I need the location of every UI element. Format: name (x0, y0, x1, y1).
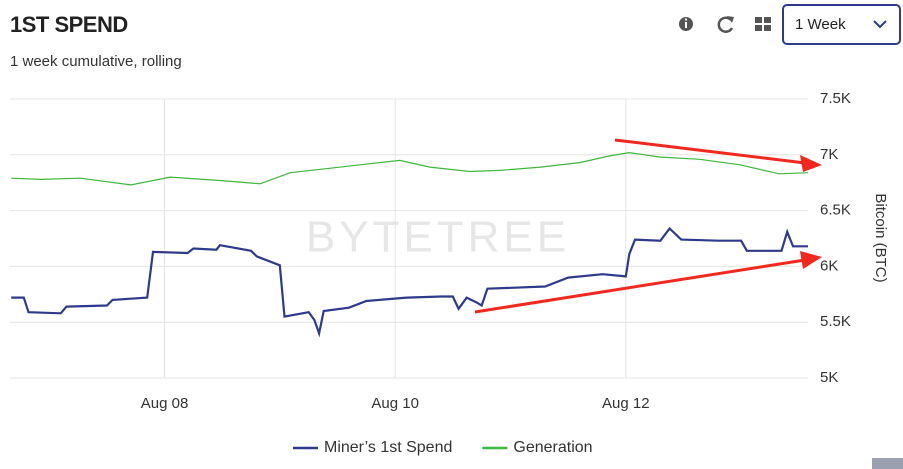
grid-icon[interactable] (755, 17, 771, 31)
y-axis-label: Bitcoin (BTC) (872, 193, 889, 282)
series-line (11, 226, 808, 338)
x-tick-label: Aug 12 (602, 395, 650, 412)
range-value: 1 Week (795, 16, 846, 33)
range-dropdown[interactable] (782, 4, 901, 45)
y-tick-label: 5K (820, 369, 838, 386)
refresh-icon[interactable] (717, 16, 734, 33)
dropdown-caret (873, 20, 887, 29)
chart-title: 1ST SPEND (10, 12, 128, 37)
x-tick-label: Aug 10 (371, 395, 419, 412)
info-icon[interactable] (679, 17, 693, 31)
series-line (11, 151, 809, 186)
annotation-arrows (474, 138, 822, 314)
watermark: BYTETREE (306, 213, 570, 262)
legend-label: Generation (513, 439, 592, 456)
y-tick-label: 7K (820, 146, 838, 163)
legend-label: Miner’s 1st Spend (324, 439, 452, 456)
chart-subtitle: 1 week cumulative, rolling (10, 53, 182, 70)
y-tick-label: 6K (820, 257, 838, 274)
y-tick-label: 7.5K (820, 90, 851, 107)
y-tick-label: 6.5K (820, 202, 851, 219)
corner-widget (872, 458, 903, 469)
x-tick-label: Aug 08 (141, 395, 189, 412)
y-tick-label: 5.5K (820, 313, 851, 330)
